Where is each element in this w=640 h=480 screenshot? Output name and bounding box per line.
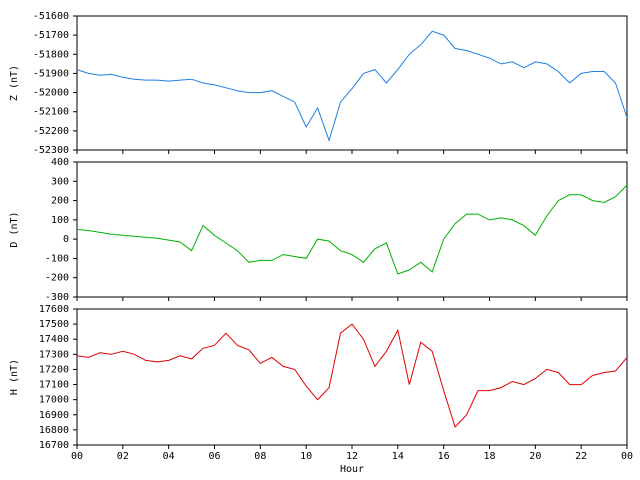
y-tick-label: 17100 [39,380,69,391]
y-tick-label: 17300 [39,349,69,360]
plot-frame [76,15,628,151]
x-tick-label: 18 [483,451,495,462]
y-tick-label: 400 [51,157,69,168]
x-tick-label: 22 [575,451,587,462]
plot-frame [76,161,628,298]
y-tick-label: -300 [45,292,69,303]
x-tick-label: 14 [392,451,404,462]
x-tick-label: 08 [254,451,266,462]
y-tick-label: -52000 [33,88,69,99]
y-tick-label: 17000 [39,395,69,406]
y-tick-label: 200 [51,196,69,207]
y-tick-label: 17400 [39,334,69,345]
y-tick-label: -200 [45,273,69,284]
y-axis-label: Z (nT) [9,65,20,101]
y-tick-label: -52300 [33,145,69,156]
y-tick-label: 17200 [39,364,69,375]
y-tick-label: -51800 [33,49,69,60]
x-tick-label: 10 [300,451,312,462]
y-tick-label: 17600 [39,304,69,315]
y-axis-label: D (nT) [9,211,20,247]
y-tick-label: -52200 [33,126,69,137]
x-tick-label: 00 [71,451,83,462]
data-line [76,30,628,143]
x-tick-label: 02 [117,451,129,462]
y-tick-label: -51600 [33,11,69,22]
y-tick-label: 16900 [39,410,69,421]
y-tick-label: -51700 [33,30,69,41]
data-line [76,323,628,428]
y-tick-label: 16700 [39,440,69,451]
y-tick-label: 100 [51,215,69,226]
x-tick-label: 04 [163,451,175,462]
y-tick-label: -100 [45,253,69,264]
x-tick-label: 06 [208,451,220,462]
y-tick-label: 17500 [39,319,69,330]
y-tick-label: -52100 [33,107,69,118]
data-line [76,184,628,275]
x-tick-label: 16 [438,451,450,462]
y-tick-label: -51900 [33,68,69,79]
x-axis-label: Hour [340,464,364,475]
x-tick-label: 00 [621,451,633,462]
y-tick-label: 16800 [39,425,69,436]
y-tick-label: 300 [51,176,69,187]
x-tick-label: 12 [346,451,358,462]
y-axis-label: H (nT) [9,359,20,395]
y-tick-label: 0 [63,234,69,245]
x-tick-label: 20 [529,451,541,462]
plot-frame [76,308,628,446]
